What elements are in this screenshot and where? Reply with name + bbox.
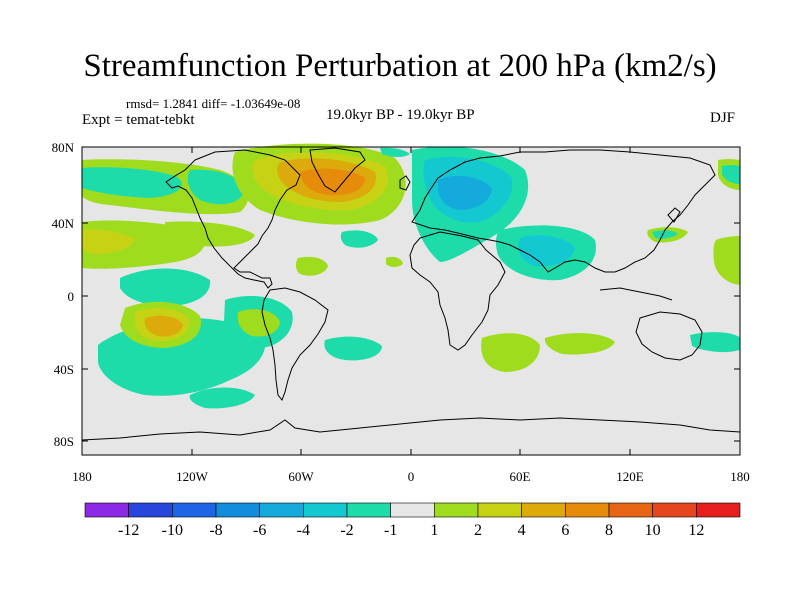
colorbar-swatch xyxy=(303,502,348,518)
coastline-eurasia xyxy=(411,149,716,273)
contour-green-southern-africa xyxy=(481,333,540,372)
lat-label-0: 0 xyxy=(68,289,75,304)
contour-green-south-indian-ocean xyxy=(544,333,615,355)
lon-label-120e: 120E xyxy=(616,469,644,484)
colorbar-label: -6 xyxy=(253,522,266,539)
colorbar-swatch xyxy=(215,502,260,518)
lat-label-80s: 80S xyxy=(54,434,74,449)
lon-label-60w: 60W xyxy=(288,469,314,484)
colorbar-swatch xyxy=(652,502,697,518)
coastline-britain xyxy=(399,175,411,191)
contour-lightblue-indian-ocean xyxy=(518,235,575,267)
colorbar-swatch xyxy=(434,502,479,518)
period-label: 19.0kyr BP - 19.0kyr BP xyxy=(326,107,475,123)
contour-fill-layer xyxy=(82,143,740,409)
colorbar-swatch xyxy=(608,502,653,518)
contour-green-equatorial-atlantic xyxy=(386,256,403,267)
colorbar-swatch xyxy=(346,502,391,518)
coastline-south-america xyxy=(261,287,329,401)
colorbar-label: -2 xyxy=(340,522,353,539)
colorbar-label: -8 xyxy=(209,522,222,539)
colorbar-label: 6 xyxy=(561,522,569,539)
colorbar-label: 2 xyxy=(474,522,482,539)
season-label: DJF xyxy=(710,110,736,126)
colorbar: -12 -10 -8 -6 -4 -2 -1 1 2 4 6 8 10 12 xyxy=(84,502,741,539)
colorbar-label: 8 xyxy=(605,522,613,539)
coastline-africa xyxy=(409,231,506,351)
colorbar-swatch xyxy=(521,502,566,518)
colorbar-swatch xyxy=(565,502,610,518)
colorbar-swatch xyxy=(696,502,741,518)
colorbar-swatch xyxy=(390,502,435,518)
contour-yellow-west-tropical-pacific xyxy=(82,229,135,254)
lat-label-80n: 80N xyxy=(52,140,75,155)
contour-green-south-america xyxy=(237,309,280,337)
coastline-greenland xyxy=(309,147,366,193)
colorbar-label: 1 xyxy=(430,522,438,539)
contour-cyan-north-pacific xyxy=(82,167,182,198)
colorbar-swatch xyxy=(84,502,129,518)
contour-cyan-southern-ocean xyxy=(189,387,255,409)
contour-green-east-pacific-right xyxy=(713,236,740,285)
lon-label-60e: 60E xyxy=(510,469,531,484)
colorbar-swatch xyxy=(477,502,522,518)
lon-label-120w: 120W xyxy=(176,469,209,484)
lon-label-0: 0 xyxy=(408,469,415,484)
coastline-north-america xyxy=(165,149,301,289)
contour-cyan-arctic-west xyxy=(380,147,410,157)
lon-label-180w: 180 xyxy=(72,469,92,484)
lat-label-40s: 40S xyxy=(54,362,74,377)
contour-green-central-atlantic xyxy=(295,256,328,276)
coastline-indonesia xyxy=(599,287,673,301)
lon-label-180e: 180 xyxy=(730,469,750,484)
coastline-japan xyxy=(667,207,681,223)
contour-cyan-northeast-pacific xyxy=(187,169,245,205)
latitude-axis: 80N 40N 0 40S 80S xyxy=(52,140,740,449)
contour-cyan-atlantic-small xyxy=(340,230,378,248)
coastlines xyxy=(81,147,741,441)
colorbar-swatch xyxy=(128,502,173,518)
colorbar-swatch xyxy=(259,502,304,518)
colorbar-label: -12 xyxy=(118,522,139,539)
coastline-australia xyxy=(635,311,703,361)
lat-label-40n: 40N xyxy=(52,216,75,231)
contour-gold-south-pacific xyxy=(144,315,183,337)
colorbar-label: -1 xyxy=(384,522,397,539)
contour-blue-eurasia xyxy=(437,175,492,210)
stats-text: rmsd= 1.2841 diff= -1.03649e-08 xyxy=(126,96,301,111)
colorbar-label: 4 xyxy=(518,522,526,539)
contour-cyan-australia-east xyxy=(690,332,740,353)
contour-cyan-tropical-south-pacific xyxy=(120,268,211,307)
coastline-antarctica xyxy=(81,417,741,441)
contour-green-central-pacific xyxy=(165,221,255,247)
experiment-label: Expt = temat-tebkt xyxy=(82,112,195,128)
longitude-axis: 180 120W 60W 0 60E 120E 180 xyxy=(72,147,750,484)
colorbar-label: 12 xyxy=(688,522,704,539)
colorbar-label: 10 xyxy=(645,522,661,539)
colorbar-label: -4 xyxy=(297,522,310,539)
figure-title: Streamfunction Perturbation at 200 hPa (… xyxy=(83,48,717,84)
colorbar-label: -10 xyxy=(162,522,183,539)
contour-cyan-east-asia-pacific xyxy=(652,230,678,239)
contour-cyan-far-east xyxy=(722,165,740,184)
colorbar-swatch xyxy=(172,502,217,518)
contour-cyan-south-atlantic xyxy=(324,336,382,361)
